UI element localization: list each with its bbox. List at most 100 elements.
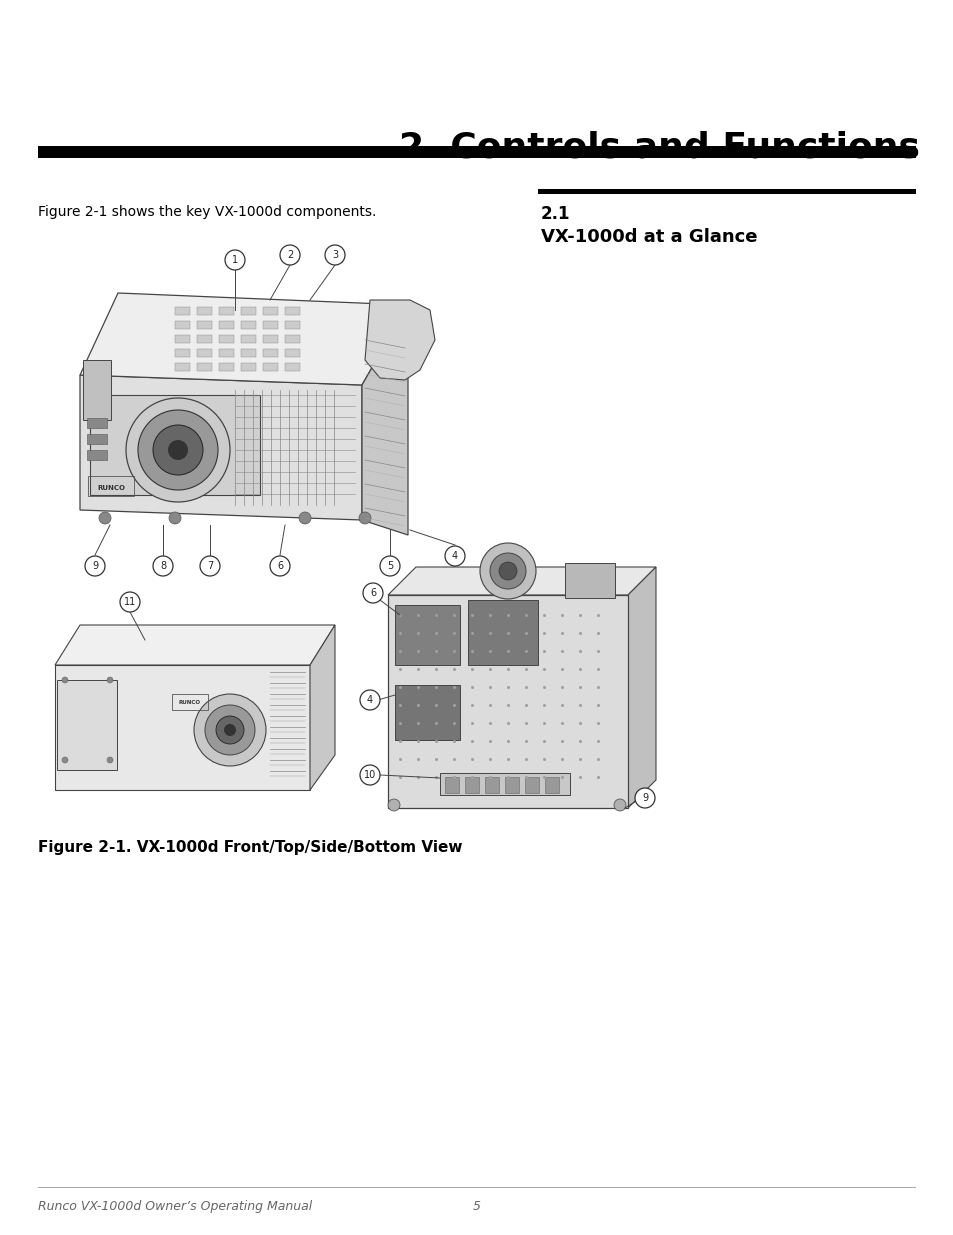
Text: Figure 2-1. VX-1000d Front/Top/Side/Bottom View: Figure 2-1. VX-1000d Front/Top/Side/Bott… (38, 840, 462, 855)
Circle shape (224, 724, 235, 736)
Text: Runco VX-1000d Owner’s Operating Manual: Runco VX-1000d Owner’s Operating Manual (38, 1200, 312, 1213)
Bar (395, 685, 459, 740)
Bar (524, 777, 538, 793)
Polygon shape (55, 664, 310, 790)
Bar (88, 475, 133, 496)
Bar (564, 563, 615, 598)
Circle shape (280, 245, 299, 266)
Bar (196, 321, 212, 329)
Bar (241, 335, 255, 343)
Bar (219, 363, 233, 370)
Circle shape (62, 677, 68, 683)
Circle shape (325, 245, 345, 266)
Bar (285, 321, 299, 329)
Bar (263, 335, 277, 343)
Bar (285, 308, 299, 315)
Bar (196, 363, 212, 370)
Bar (484, 777, 498, 793)
Bar (285, 335, 299, 343)
Text: 7: 7 (207, 561, 213, 571)
Text: 6: 6 (276, 561, 283, 571)
Bar (263, 308, 277, 315)
Bar (444, 777, 458, 793)
Polygon shape (80, 293, 408, 385)
Bar (172, 694, 208, 710)
Circle shape (358, 513, 371, 524)
Polygon shape (627, 567, 656, 808)
Circle shape (126, 398, 230, 501)
Bar (219, 308, 233, 315)
Bar (395, 605, 459, 664)
Bar (87, 417, 107, 429)
Circle shape (205, 705, 254, 755)
Text: 5: 5 (473, 1200, 480, 1213)
Text: 1: 1 (232, 254, 238, 266)
Bar (241, 363, 255, 370)
Bar (87, 450, 107, 459)
Circle shape (270, 556, 290, 576)
Text: 9: 9 (641, 793, 647, 803)
Circle shape (298, 513, 311, 524)
Polygon shape (388, 595, 627, 808)
Circle shape (107, 757, 112, 763)
Bar (174, 335, 190, 343)
Bar (174, 321, 190, 329)
Text: 4: 4 (367, 695, 373, 705)
Circle shape (168, 440, 188, 459)
Circle shape (85, 556, 105, 576)
Circle shape (120, 592, 140, 613)
Bar (241, 350, 255, 357)
Polygon shape (361, 305, 408, 535)
Bar (263, 321, 277, 329)
Circle shape (498, 562, 517, 580)
Circle shape (225, 249, 245, 270)
Bar (87, 433, 107, 445)
Polygon shape (55, 625, 335, 664)
Bar (57, 680, 117, 769)
Text: 2.1: 2.1 (540, 205, 570, 224)
Circle shape (152, 556, 172, 576)
Circle shape (444, 546, 464, 566)
Bar (174, 363, 190, 370)
Polygon shape (310, 625, 335, 790)
Circle shape (138, 410, 218, 490)
Bar (241, 308, 255, 315)
Text: 10: 10 (363, 769, 375, 781)
Text: 2: 2 (287, 249, 293, 261)
Text: 11: 11 (124, 597, 136, 606)
Circle shape (200, 556, 220, 576)
Circle shape (152, 425, 203, 475)
Circle shape (193, 694, 266, 766)
Bar (196, 308, 212, 315)
Bar (196, 335, 212, 343)
Text: 5: 5 (387, 561, 393, 571)
Bar (219, 335, 233, 343)
Bar (219, 321, 233, 329)
Bar (196, 350, 212, 357)
Text: 9: 9 (91, 561, 98, 571)
Text: RUNCO: RUNCO (97, 485, 125, 492)
Bar (285, 350, 299, 357)
Text: Figure 2-1 shows the key VX-1000d components.: Figure 2-1 shows the key VX-1000d compon… (38, 205, 376, 219)
Circle shape (363, 583, 382, 603)
Polygon shape (365, 300, 435, 380)
Circle shape (169, 513, 181, 524)
Text: RUNCO: RUNCO (179, 699, 201, 704)
Bar (544, 777, 558, 793)
Bar (263, 350, 277, 357)
Bar (537, 189, 915, 194)
Text: 8: 8 (160, 561, 166, 571)
Circle shape (479, 543, 536, 599)
Bar (285, 363, 299, 370)
Bar (38, 146, 915, 158)
Text: VX-1000d at a Glance: VX-1000d at a Glance (540, 228, 757, 246)
Bar (241, 321, 255, 329)
Circle shape (107, 677, 112, 683)
Bar (464, 777, 478, 793)
Circle shape (388, 799, 399, 811)
Polygon shape (80, 375, 361, 520)
Bar (219, 350, 233, 357)
Circle shape (614, 799, 625, 811)
Circle shape (99, 513, 111, 524)
Bar (174, 350, 190, 357)
